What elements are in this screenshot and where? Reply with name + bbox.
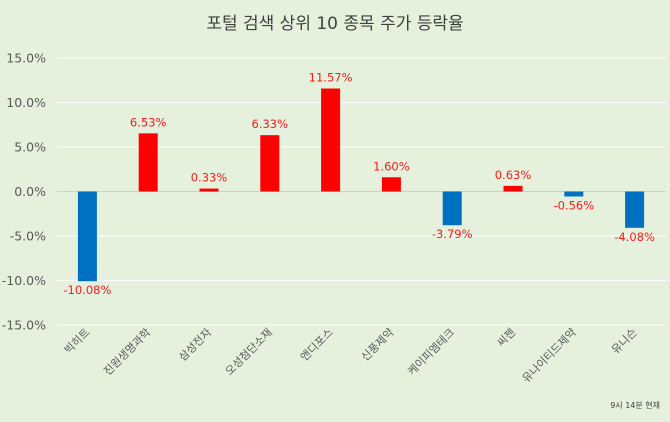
data-label: 0.63% bbox=[495, 168, 532, 182]
data-label: -10.08% bbox=[63, 283, 111, 297]
x-tick-label: 유나이티드제약 bbox=[519, 325, 579, 385]
grid-lines bbox=[57, 57, 665, 326]
data-labels: -10.08% 6.53% 0.33% 6.33% 11.57% 1.60% -3.79% 0… bbox=[63, 71, 655, 298]
x-tick-label: 앤디포스 bbox=[298, 326, 336, 364]
bar bbox=[199, 188, 219, 192]
data-label: 6.53% bbox=[130, 115, 167, 129]
bar bbox=[77, 191, 97, 282]
x-tick-label: 삼성전자 bbox=[176, 326, 214, 364]
x-tick-label: 유니슨 bbox=[609, 326, 640, 357]
bar bbox=[138, 133, 158, 192]
x-tick-label: 빅히트 bbox=[61, 325, 92, 356]
bar bbox=[442, 191, 462, 226]
y-tick-label: -5.0% bbox=[10, 229, 46, 244]
y-axis-ticks: 15.0% 10.0% 5.0% 0.0% -5.0% -10.0% -15.0% bbox=[2, 51, 46, 333]
data-label: -4.08% bbox=[614, 230, 655, 244]
bars bbox=[77, 88, 645, 282]
bar bbox=[381, 177, 401, 192]
data-label: 0.33% bbox=[191, 171, 228, 185]
y-tick-label: 15.0% bbox=[6, 51, 46, 66]
x-tick-label: 신풍제약 bbox=[358, 325, 397, 364]
bar bbox=[321, 88, 341, 192]
y-tick-label: 10.0% bbox=[6, 95, 46, 110]
data-label: 6.33% bbox=[252, 117, 289, 131]
x-tick-label: 케이피엠테크 bbox=[405, 326, 457, 378]
data-label: -3.79% bbox=[432, 227, 473, 241]
x-tick-label: 진원생명과학 bbox=[101, 326, 153, 378]
time-note: 9시 14분 현재 bbox=[610, 401, 660, 410]
y-tick-label: 0.0% bbox=[14, 184, 46, 199]
bar bbox=[260, 135, 280, 192]
bar bbox=[564, 191, 584, 197]
bar bbox=[625, 191, 645, 228]
data-label: 1.60% bbox=[373, 159, 410, 173]
x-tick-label: 씨젠 bbox=[495, 326, 519, 350]
data-label: 11.57% bbox=[309, 71, 353, 85]
data-label: -0.56% bbox=[553, 198, 594, 212]
y-tick-label: -15.0% bbox=[2, 318, 46, 333]
y-tick-label: -10.0% bbox=[2, 273, 46, 288]
x-axis-ticks: 빅히트 진원생명과학 삼성전자 오성첨단소재 앤디포스 신풍제약 케이피엠테크 씨젠 유나이티드… bbox=[61, 325, 640, 385]
bar bbox=[503, 185, 523, 192]
y-tick-label: 5.0% bbox=[14, 140, 46, 155]
chart-title: 포털 검색 상위 10 종목 주가 등락율 bbox=[206, 14, 463, 34]
x-tick-label: 오성첨단소재 bbox=[223, 326, 275, 378]
